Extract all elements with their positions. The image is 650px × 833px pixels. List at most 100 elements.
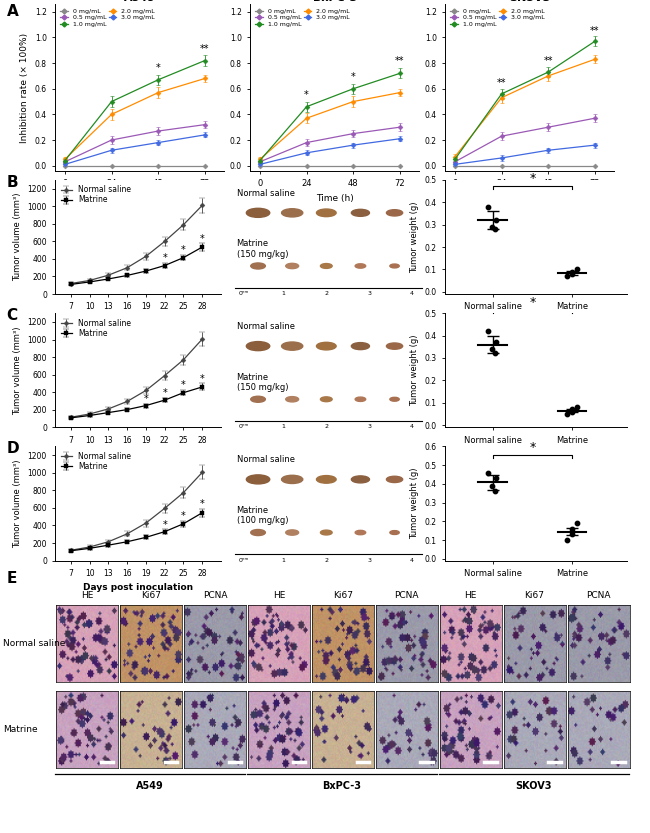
Text: *: * xyxy=(200,374,205,384)
X-axis label: Time (h): Time (h) xyxy=(511,193,549,202)
Ellipse shape xyxy=(317,209,336,217)
Ellipse shape xyxy=(286,397,298,402)
Text: C: C xyxy=(6,308,18,323)
X-axis label: Days post inoculation: Days post inoculation xyxy=(83,583,193,592)
Text: 4: 4 xyxy=(410,424,414,429)
Y-axis label: Tumor volume (mm³): Tumor volume (mm³) xyxy=(13,192,22,282)
Ellipse shape xyxy=(246,208,270,217)
Text: *: * xyxy=(200,233,205,243)
Text: Matrine: Matrine xyxy=(3,725,38,734)
Point xyxy=(487,342,497,356)
Legend: 0 mg/mL, 0.5 mg/mL, 1.0 mg/mL, 2.0 mg/mL, 3.0 mg/mL: 0 mg/mL, 0.5 mg/mL, 1.0 mg/mL, 2.0 mg/mL… xyxy=(254,7,352,28)
Title: A549: A549 xyxy=(124,0,156,3)
Point xyxy=(562,533,572,546)
Text: Matrine
(100 mg/kg): Matrine (100 mg/kg) xyxy=(237,506,288,526)
Ellipse shape xyxy=(352,476,369,483)
Ellipse shape xyxy=(352,342,369,350)
Text: *: * xyxy=(162,520,167,530)
Legend: Normal saline, Matrine: Normal saline, Matrine xyxy=(59,451,133,472)
Point xyxy=(562,270,572,283)
Text: *: * xyxy=(156,62,161,72)
Text: Ki67: Ki67 xyxy=(333,591,353,600)
Ellipse shape xyxy=(387,343,402,349)
Ellipse shape xyxy=(320,263,332,268)
Ellipse shape xyxy=(251,263,265,269)
Ellipse shape xyxy=(355,531,366,535)
Text: *: * xyxy=(144,394,148,404)
Text: A549: A549 xyxy=(136,781,164,791)
Text: *: * xyxy=(162,388,167,398)
Point xyxy=(483,466,493,479)
Ellipse shape xyxy=(251,530,265,536)
Point xyxy=(567,403,577,416)
Text: *: * xyxy=(529,172,536,185)
Text: Normal saline: Normal saline xyxy=(237,322,294,331)
Text: 4: 4 xyxy=(410,291,414,296)
Text: *: * xyxy=(162,253,167,263)
Text: HE: HE xyxy=(81,591,94,600)
Ellipse shape xyxy=(355,264,366,268)
Text: *: * xyxy=(529,441,536,454)
Point xyxy=(487,479,497,492)
Ellipse shape xyxy=(387,210,402,216)
Point xyxy=(567,267,577,281)
Ellipse shape xyxy=(320,530,332,535)
Ellipse shape xyxy=(352,209,369,217)
Point xyxy=(562,407,572,421)
Text: **: ** xyxy=(497,78,506,88)
Text: 3: 3 xyxy=(367,557,371,562)
Ellipse shape xyxy=(390,531,399,535)
Legend: Normal saline, Matrine: Normal saline, Matrine xyxy=(59,184,133,206)
Y-axis label: Tumor volume (mm³): Tumor volume (mm³) xyxy=(13,459,22,548)
Point xyxy=(490,485,501,498)
Text: 2: 2 xyxy=(324,424,328,429)
Y-axis label: Tumor weight (g): Tumor weight (g) xyxy=(410,335,419,406)
Text: PCNA: PCNA xyxy=(203,591,228,600)
Text: 1: 1 xyxy=(281,557,285,562)
Point xyxy=(487,220,497,233)
Text: **: ** xyxy=(200,43,209,53)
Point xyxy=(572,262,582,276)
Text: HE: HE xyxy=(273,591,285,600)
Text: 2: 2 xyxy=(324,557,328,562)
Text: 4: 4 xyxy=(410,557,414,562)
Y-axis label: Tumor weight (g): Tumor weight (g) xyxy=(410,468,419,539)
Text: Ki67: Ki67 xyxy=(525,591,545,600)
Ellipse shape xyxy=(387,476,402,482)
Ellipse shape xyxy=(390,397,399,402)
Text: PCNA: PCNA xyxy=(395,591,419,600)
Text: BxPC-3: BxPC-3 xyxy=(322,781,361,791)
Text: A: A xyxy=(6,4,18,19)
Text: 0ᵉᵐ: 0ᵉᵐ xyxy=(239,557,249,562)
Text: Normal saline: Normal saline xyxy=(237,455,294,464)
Text: E: E xyxy=(6,571,17,586)
Title: SKOV3: SKOV3 xyxy=(509,0,551,3)
Ellipse shape xyxy=(246,475,270,484)
Ellipse shape xyxy=(355,397,366,402)
Legend: Normal saline, Matrine: Normal saline, Matrine xyxy=(59,317,133,339)
Ellipse shape xyxy=(246,342,270,351)
Ellipse shape xyxy=(286,263,298,268)
Text: 1: 1 xyxy=(281,424,285,429)
Ellipse shape xyxy=(317,476,336,483)
Ellipse shape xyxy=(281,342,303,350)
Text: *: * xyxy=(351,72,356,82)
Point xyxy=(567,522,577,536)
Y-axis label: Tumor volume (mm³): Tumor volume (mm³) xyxy=(13,326,22,415)
Text: PCNA: PCNA xyxy=(586,591,611,600)
Legend: 0 mg/mL, 0.5 mg/mL, 1.0 mg/mL, 2.0 mg/mL, 3.0 mg/mL: 0 mg/mL, 0.5 mg/mL, 1.0 mg/mL, 2.0 mg/mL… xyxy=(448,7,547,28)
Ellipse shape xyxy=(281,476,303,483)
Text: **: ** xyxy=(395,57,404,67)
Point xyxy=(491,213,501,227)
Text: Matrine
(150 mg/kg): Matrine (150 mg/kg) xyxy=(237,239,288,259)
Point xyxy=(567,528,577,541)
Text: 3: 3 xyxy=(367,424,371,429)
Text: *: * xyxy=(304,90,309,100)
Text: **: ** xyxy=(590,26,599,36)
Ellipse shape xyxy=(320,397,332,402)
Ellipse shape xyxy=(317,342,336,350)
Point xyxy=(572,401,582,414)
Text: Normal saline: Normal saline xyxy=(237,189,294,197)
Text: Normal saline: Normal saline xyxy=(3,639,66,648)
Text: *: * xyxy=(529,297,536,309)
